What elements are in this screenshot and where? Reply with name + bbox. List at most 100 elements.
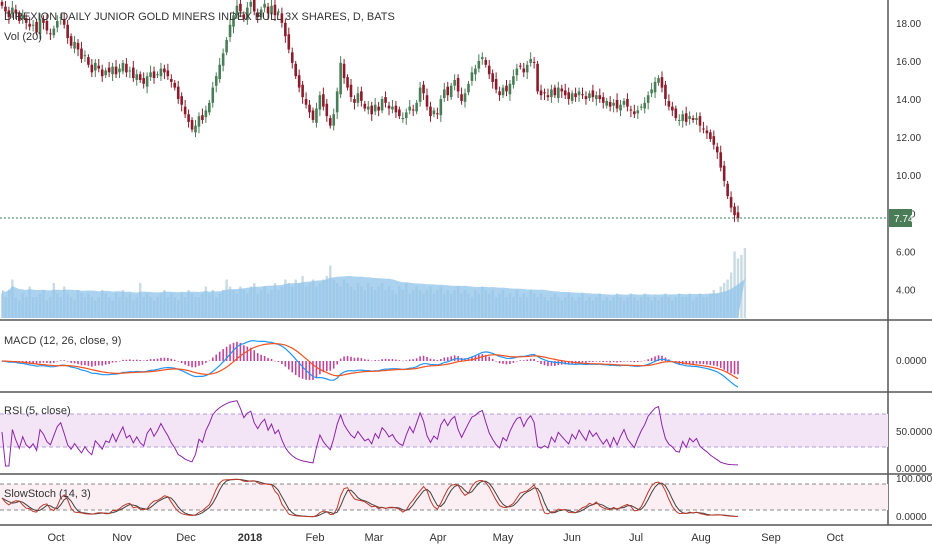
candle-body[interactable] <box>221 53 225 66</box>
candle-body[interactable] <box>705 130 709 134</box>
time-axis[interactable]: Oct Nov Dec 2018 Feb Mar Apr May Jun Jul Aug Sep Oct <box>47 532 843 544</box>
candle-body[interactable] <box>353 99 356 103</box>
candle-body[interactable] <box>301 84 304 98</box>
candle-body[interactable] <box>733 206 736 216</box>
candle-body[interactable] <box>308 104 311 113</box>
candle-body[interactable] <box>145 76 149 87</box>
candle-body[interactable] <box>515 68 519 76</box>
candle-body[interactable] <box>218 64 221 80</box>
candle-body[interactable] <box>626 99 629 107</box>
candle-body[interactable] <box>498 91 501 96</box>
candle-body[interactable] <box>28 23 31 27</box>
candle-body[interactable] <box>612 102 615 106</box>
candle-body[interactable] <box>66 24 69 39</box>
candle-body[interactable] <box>107 67 111 73</box>
candle-body[interactable] <box>736 212 740 219</box>
candle-body[interactable] <box>474 68 477 75</box>
candle-body[interactable] <box>633 111 636 115</box>
candle-body[interactable] <box>512 76 515 85</box>
candle-body[interactable] <box>442 89 446 99</box>
candle-body[interactable] <box>349 84 353 98</box>
candle-body[interactable] <box>360 91 363 101</box>
candle-body[interactable] <box>384 97 387 103</box>
candle-body[interactable] <box>601 97 605 103</box>
candle-body[interactable] <box>539 90 543 96</box>
candle-body[interactable] <box>277 11 280 13</box>
candle-body[interactable] <box>135 74 139 80</box>
candle-body[interactable] <box>622 100 626 105</box>
candle-body[interactable] <box>650 89 653 94</box>
candle-body[interactable] <box>197 116 201 127</box>
candle-body[interactable] <box>228 24 232 38</box>
candle-body[interactable] <box>263 3 266 8</box>
candle-body[interactable] <box>439 99 443 116</box>
candle-body[interactable] <box>570 93 574 101</box>
candle-body[interactable] <box>121 62 125 72</box>
candle-body[interactable] <box>543 92 546 94</box>
candle-body[interactable] <box>629 109 633 111</box>
candle-body[interactable] <box>715 146 719 153</box>
candle-body[interactable] <box>187 114 190 122</box>
candle-body[interactable] <box>83 55 87 57</box>
candle-body[interactable] <box>7 10 11 18</box>
candle-body[interactable] <box>712 136 716 145</box>
candle-body[interactable] <box>639 106 643 108</box>
candle-body[interactable] <box>418 87 422 102</box>
candle-body[interactable] <box>671 106 674 111</box>
candle-body[interactable] <box>664 84 667 100</box>
candle-body[interactable] <box>201 115 204 120</box>
candle-body[interactable] <box>577 91 581 96</box>
candle-body[interactable] <box>80 48 83 60</box>
candle-body[interactable] <box>494 79 498 90</box>
candle-body[interactable] <box>519 65 522 67</box>
candle-body[interactable] <box>598 95 602 100</box>
candle-body[interactable] <box>287 34 291 50</box>
candle-body[interactable] <box>432 110 436 115</box>
candle-body[interactable] <box>114 66 118 75</box>
candle-body[interactable] <box>21 15 25 20</box>
candle-body[interactable] <box>729 197 733 208</box>
candle-body[interactable] <box>619 104 622 111</box>
candle-body[interactable] <box>408 106 412 111</box>
candle-body[interactable] <box>370 105 374 115</box>
candle-body[interactable] <box>391 106 394 110</box>
candle-body[interactable] <box>522 68 526 73</box>
candle-body[interactable] <box>387 105 391 109</box>
candle-body[interactable] <box>608 101 612 107</box>
candle-body[interactable] <box>436 113 439 115</box>
candle-body[interactable] <box>484 59 488 65</box>
candle-body[interactable] <box>667 100 671 107</box>
candle-body[interactable] <box>529 59 532 63</box>
candle-body[interactable] <box>90 64 94 73</box>
candle-body[interactable] <box>270 5 273 15</box>
candle-body[interactable] <box>695 118 698 120</box>
candle-body[interactable] <box>463 93 467 102</box>
candle-body[interactable] <box>487 65 491 75</box>
candle-body[interactable] <box>170 79 173 82</box>
candle-body[interactable] <box>467 83 470 93</box>
candle-body[interactable] <box>702 128 705 130</box>
candle-body[interactable] <box>49 33 52 35</box>
candle-body[interactable] <box>76 42 80 50</box>
candle-body[interactable] <box>453 79 456 86</box>
candle-body[interactable] <box>17 13 21 21</box>
candle-body[interactable] <box>52 28 56 36</box>
candle-body[interactable] <box>691 118 695 120</box>
candle-body[interactable] <box>211 87 215 103</box>
candle-body[interactable] <box>322 94 325 107</box>
candle-body[interactable] <box>460 94 463 101</box>
candle-body[interactable] <box>342 63 346 79</box>
candle-body[interactable] <box>456 78 460 92</box>
candle-body[interactable] <box>190 119 194 130</box>
candle-body[interactable] <box>204 110 208 118</box>
candle-body[interactable] <box>104 70 107 76</box>
candle-body[interactable] <box>653 81 657 93</box>
candle-body[interactable] <box>394 105 398 113</box>
candle-body[interactable] <box>536 63 539 92</box>
candle-body[interactable] <box>532 61 536 63</box>
candle-body[interactable] <box>315 108 318 123</box>
candle-body[interactable] <box>636 110 640 114</box>
candle-body[interactable] <box>404 112 408 119</box>
candle-body[interactable] <box>477 60 481 69</box>
candle-body[interactable] <box>311 110 315 120</box>
